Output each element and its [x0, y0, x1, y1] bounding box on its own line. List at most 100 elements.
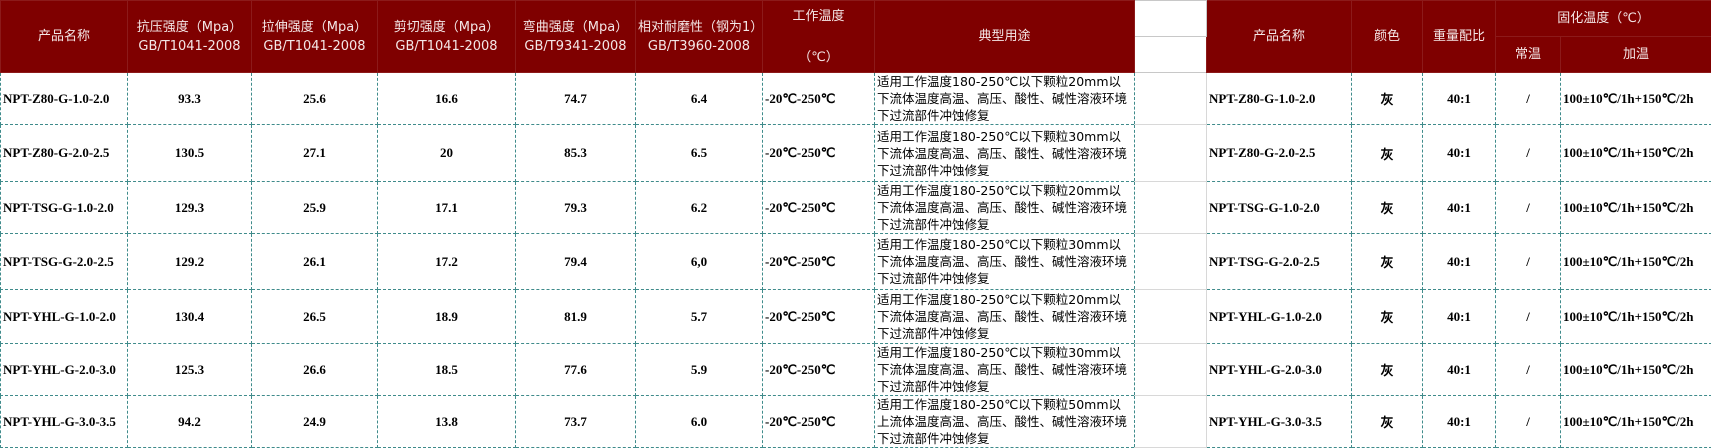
cell-color[interactable]: 灰: [1352, 73, 1423, 125]
cell-color[interactable]: 灰: [1352, 234, 1423, 290]
cell-room-temp[interactable]: /: [1496, 344, 1561, 396]
cell-flexural[interactable]: 81.9: [516, 290, 636, 344]
cell-heated[interactable]: 100±10℃/1h+150℃/2h: [1561, 396, 1711, 448]
cell-compressive[interactable]: 125.3: [128, 344, 252, 396]
cell-tensile[interactable]: 27.1: [252, 125, 378, 182]
header-wear-resistance[interactable]: 相对耐磨性（钢为1）GB/T3960-2008: [636, 1, 763, 73]
header-compressive-strength[interactable]: 抗压强度（Mpa）GB/T1041-2008: [128, 1, 252, 73]
cell-room-temp[interactable]: /: [1496, 290, 1561, 344]
cell-product-name[interactable]: NPT-YHL-G-2.0-3.0: [1, 344, 128, 396]
cell-product-name-2[interactable]: NPT-TSG-G-2.0-2.5: [1207, 234, 1352, 290]
cell-tensile[interactable]: 25.9: [252, 182, 378, 234]
cell-typical-use[interactable]: 适用工作温度180-250℃以下颗粒30mm以下流体温度高温、高压、酸性、碱性溶…: [875, 344, 1135, 396]
cell-weight-ratio[interactable]: 40:1: [1423, 182, 1496, 234]
cell-tensile[interactable]: 24.9: [252, 396, 378, 448]
cell-room-temp[interactable]: /: [1496, 396, 1561, 448]
cell-compressive[interactable]: 129.3: [128, 182, 252, 234]
cell-shear[interactable]: 16.6: [378, 73, 516, 125]
blank-cell[interactable]: [1135, 37, 1207, 73]
cell-shear[interactable]: 17.1: [378, 182, 516, 234]
cell-work-temp[interactable]: -20℃-250℃: [763, 182, 875, 234]
cell-work-temp[interactable]: -20℃-250℃: [763, 290, 875, 344]
cell-product-name[interactable]: NPT-Z80-G-2.0-2.5: [1, 125, 128, 182]
cell-weight-ratio[interactable]: 40:1: [1423, 73, 1496, 125]
cell-work-temp[interactable]: -20℃-250℃: [763, 234, 875, 290]
cell-weight-ratio[interactable]: 40:1: [1423, 396, 1496, 448]
cell-tensile[interactable]: 26.6: [252, 344, 378, 396]
cell-product-name-2[interactable]: NPT-YHL-G-3.0-3.5: [1207, 396, 1352, 448]
blank-cell[interactable]: [1135, 1, 1207, 37]
cell-compressive[interactable]: 130.4: [128, 290, 252, 344]
cell-wear[interactable]: 6,0: [636, 234, 763, 290]
cell-heated[interactable]: 100±10℃/1h+150℃/2h: [1561, 290, 1711, 344]
cell-heated[interactable]: 100±10℃/1h+150℃/2h: [1561, 73, 1711, 125]
cell-color[interactable]: 灰: [1352, 290, 1423, 344]
cell-wear[interactable]: 6.2: [636, 182, 763, 234]
header-room-temp[interactable]: 常温: [1496, 37, 1561, 73]
cell-shear[interactable]: 18.9: [378, 290, 516, 344]
cell-tensile[interactable]: 26.5: [252, 290, 378, 344]
header-tensile-strength[interactable]: 拉伸强度（Mpa）GB/T1041-2008: [252, 1, 378, 73]
cell-weight-ratio[interactable]: 40:1: [1423, 290, 1496, 344]
cell-product-name-2[interactable]: NPT-Z80-G-2.0-2.5: [1207, 125, 1352, 182]
cell-product-name-2[interactable]: NPT-Z80-G-1.0-2.0: [1207, 73, 1352, 125]
cell-flexural[interactable]: 79.3: [516, 182, 636, 234]
cell-color[interactable]: 灰: [1352, 125, 1423, 182]
cell-room-temp[interactable]: /: [1496, 234, 1561, 290]
header-product-name[interactable]: 产品名称: [1, 1, 128, 73]
header-product-name-2[interactable]: 产品名称: [1207, 1, 1352, 73]
cell-work-temp[interactable]: -20℃-250℃: [763, 125, 875, 182]
cell-product-name[interactable]: NPT-Z80-G-1.0-2.0: [1, 73, 128, 125]
cell-heated[interactable]: 100±10℃/1h+150℃/2h: [1561, 182, 1711, 234]
cell-flexural[interactable]: 77.6: [516, 344, 636, 396]
blank-cell[interactable]: [1135, 234, 1207, 290]
cell-product-name[interactable]: NPT-TSG-G-1.0-2.0: [1, 182, 128, 234]
cell-heated[interactable]: 100±10℃/1h+150℃/2h: [1561, 344, 1711, 396]
cell-product-name-2[interactable]: NPT-TSG-G-1.0-2.0: [1207, 182, 1352, 234]
cell-product-name[interactable]: NPT-TSG-G-2.0-2.5: [1, 234, 128, 290]
cell-typical-use[interactable]: 适用工作温度180-250℃以下颗粒30mm以下流体温度高温、高压、酸性、碱性溶…: [875, 234, 1135, 290]
cell-wear[interactable]: 5.7: [636, 290, 763, 344]
cell-flexural[interactable]: 85.3: [516, 125, 636, 182]
cell-wear[interactable]: 6.5: [636, 125, 763, 182]
cell-color[interactable]: 灰: [1352, 344, 1423, 396]
cell-wear[interactable]: 5.9: [636, 344, 763, 396]
cell-typical-use[interactable]: 适用工作温度180-250℃以下颗粒30mm以下流体温度高温、高压、酸性、碱性溶…: [875, 125, 1135, 182]
cell-typical-use[interactable]: 适用工作温度180-250℃以下颗粒50mm以上流体温度高温、高压、酸性、碱性溶…: [875, 396, 1135, 448]
cell-room-temp[interactable]: /: [1496, 182, 1561, 234]
cell-shear[interactable]: 20: [378, 125, 516, 182]
blank-cell[interactable]: [1135, 125, 1207, 182]
blank-cell[interactable]: [1135, 396, 1207, 448]
cell-tensile[interactable]: 25.6: [252, 73, 378, 125]
header-heated[interactable]: 加温: [1561, 37, 1711, 73]
cell-wear[interactable]: 6.0: [636, 396, 763, 448]
cell-weight-ratio[interactable]: 40:1: [1423, 344, 1496, 396]
cell-work-temp[interactable]: -20℃-250℃: [763, 396, 875, 448]
cell-product-name[interactable]: NPT-YHL-G-3.0-3.5: [1, 396, 128, 448]
cell-tensile[interactable]: 26.1: [252, 234, 378, 290]
header-weight-ratio[interactable]: 重量配比: [1423, 1, 1496, 73]
blank-cell[interactable]: [1135, 182, 1207, 234]
header-cure-temperature[interactable]: 固化温度（℃）: [1496, 1, 1711, 37]
header-shear-strength[interactable]: 剪切强度（Mpa）GB/T1041-2008: [378, 1, 516, 73]
cell-typical-use[interactable]: 适用工作温度180-250℃以下颗粒20mm以下流体温度高温、高压、酸性、碱性溶…: [875, 290, 1135, 344]
cell-typical-use[interactable]: 适用工作温度180-250℃以下颗粒20mm以下流体温度高温、高压、酸性、碱性溶…: [875, 182, 1135, 234]
header-flexural-strength[interactable]: 弯曲强度（Mpa）GB/T9341-2008: [516, 1, 636, 73]
cell-heated[interactable]: 100±10℃/1h+150℃/2h: [1561, 234, 1711, 290]
blank-cell[interactable]: [1135, 73, 1207, 125]
cell-shear[interactable]: 13.8: [378, 396, 516, 448]
cell-color[interactable]: 灰: [1352, 396, 1423, 448]
cell-compressive[interactable]: 130.5: [128, 125, 252, 182]
blank-cell[interactable]: [1135, 290, 1207, 344]
cell-room-temp[interactable]: /: [1496, 125, 1561, 182]
header-typical-use[interactable]: 典型用途: [875, 1, 1135, 73]
cell-shear[interactable]: 18.5: [378, 344, 516, 396]
cell-flexural[interactable]: 79.4: [516, 234, 636, 290]
cell-heated[interactable]: 100±10℃/1h+150℃/2h: [1561, 125, 1711, 182]
cell-work-temp[interactable]: -20℃-250℃: [763, 73, 875, 125]
cell-flexural[interactable]: 73.7: [516, 396, 636, 448]
cell-room-temp[interactable]: /: [1496, 73, 1561, 125]
cell-weight-ratio[interactable]: 40:1: [1423, 125, 1496, 182]
cell-product-name[interactable]: NPT-YHL-G-1.0-2.0: [1, 290, 128, 344]
cell-compressive[interactable]: 129.2: [128, 234, 252, 290]
